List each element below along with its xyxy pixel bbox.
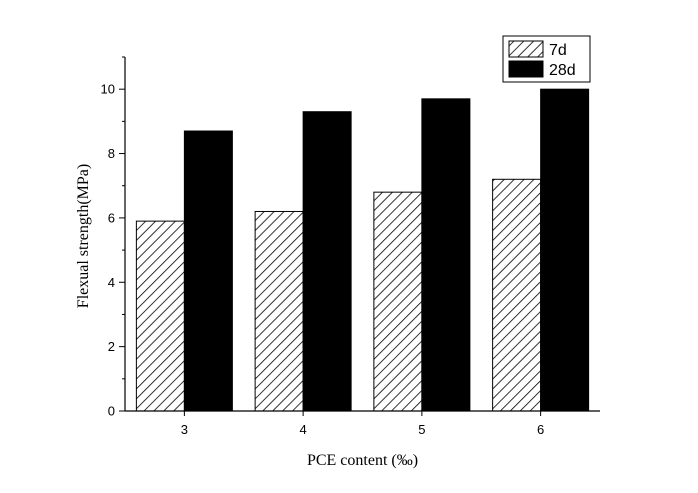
- y-tick-label: 2: [108, 339, 115, 354]
- y-axis-title: Flexual strength(MPa): [75, 164, 92, 308]
- bar-28d-6: [540, 88, 590, 412]
- y-tick-label: 8: [108, 146, 115, 161]
- y-tick-label: 6: [108, 210, 115, 225]
- bar-28d-5: [421, 98, 471, 412]
- bar-28d-3: [183, 130, 233, 412]
- x-tick-label: 3: [181, 422, 188, 437]
- bar-7d-3: [135, 220, 185, 412]
- legend-swatch-28d: [508, 60, 544, 78]
- bar-7d-4: [254, 210, 304, 412]
- legend-label-28d: 28d: [549, 62, 576, 79]
- bars: [135, 88, 590, 412]
- x-axis-title: PCE content (‰): [307, 452, 418, 469]
- bar-28d-4: [302, 111, 352, 412]
- axes: 0 2 4 6 8 10 3 4 5 6: [101, 56, 600, 437]
- bar-7d-5: [373, 191, 423, 412]
- y-tick-label: 4: [108, 275, 115, 290]
- bar-7d-6: [492, 178, 542, 412]
- x-tick-label: 5: [418, 422, 425, 437]
- legend-label-7d: 7d: [549, 42, 567, 59]
- x-tick-label: 6: [537, 422, 544, 437]
- y-tick-label: 0: [108, 404, 115, 419]
- legend-swatch-7d: [508, 40, 544, 58]
- x-tick-label: 4: [300, 422, 307, 437]
- y-tick-label: 10: [101, 82, 115, 97]
